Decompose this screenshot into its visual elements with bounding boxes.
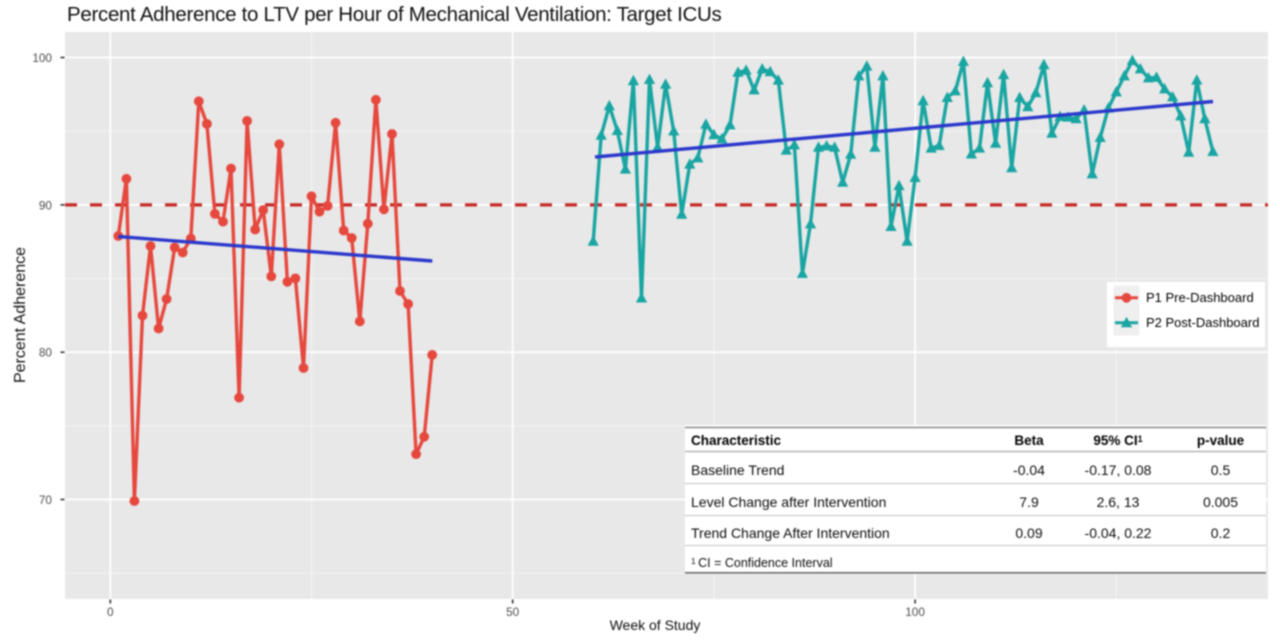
svg-text:95% CI1: 95% CI1 [1093, 433, 1142, 448]
svg-text:0.5: 0.5 [1211, 462, 1231, 478]
svg-text:7.9: 7.9 [1019, 494, 1039, 510]
svg-text:0.2: 0.2 [1211, 525, 1231, 541]
svg-text:0.005: 0.005 [1203, 494, 1238, 510]
svg-text:80: 80 [39, 346, 53, 360]
svg-text:100: 100 [32, 51, 52, 65]
svg-text:100: 100 [905, 605, 925, 619]
svg-text:P1 Pre-Dashboard: P1 Pre-Dashboard [1146, 290, 1254, 305]
svg-text:-0.04, 0.22: -0.04, 0.22 [1085, 525, 1152, 541]
svg-text:Baseline Trend: Baseline Trend [691, 462, 784, 478]
svg-text:Trend Change After Interventio: Trend Change After Intervention [691, 525, 890, 541]
svg-text:0.09: 0.09 [1015, 525, 1042, 541]
svg-text:0: 0 [107, 605, 114, 619]
svg-text:2.6, 13: 2.6, 13 [1097, 494, 1140, 510]
svg-text:Characteristic: Characteristic [691, 433, 782, 448]
svg-text:-0.17, 0.08: -0.17, 0.08 [1085, 462, 1152, 478]
svg-text:p-value: p-value [1197, 433, 1245, 448]
svg-text:Week of Study: Week of Study [610, 617, 701, 633]
svg-text:-0.04: -0.04 [1013, 462, 1045, 478]
svg-text:P2 Post-Dashboard: P2 Post-Dashboard [1146, 315, 1259, 330]
svg-text:1 CI = Confidence Interval: 1 CI = Confidence Interval [691, 556, 833, 570]
svg-text:50: 50 [506, 605, 520, 619]
svg-text:Percent Adherence to LTV per H: Percent Adherence to LTV per Hour of Mec… [67, 3, 722, 26]
svg-text:Level Change after Interventio: Level Change after Intervention [691, 494, 886, 510]
svg-text:90: 90 [39, 198, 53, 212]
svg-text:Percent Adherence: Percent Adherence [12, 247, 29, 383]
svg-text:Beta: Beta [1014, 433, 1044, 448]
svg-text:70: 70 [39, 493, 53, 507]
